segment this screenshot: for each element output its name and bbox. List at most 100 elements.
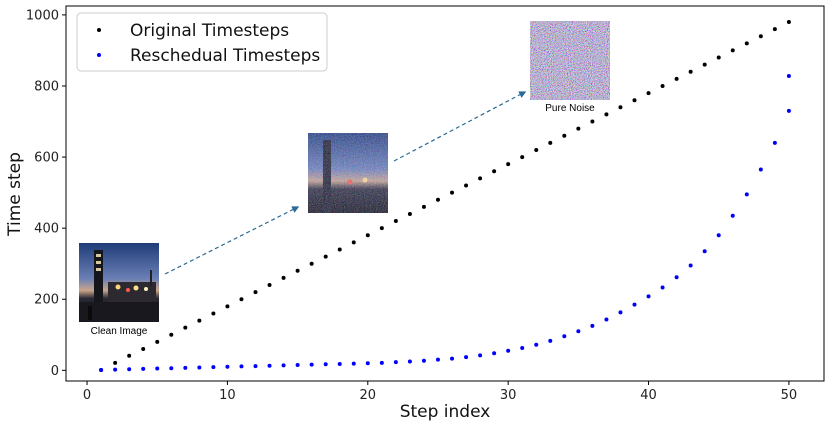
reschedual-timestep-point [646, 294, 651, 299]
pure-noise-image [530, 21, 610, 100]
original-timestep-point [169, 332, 174, 337]
legend-marker-original [97, 28, 101, 32]
reschedual-timestep-point [309, 362, 314, 367]
original-timestep-point [520, 155, 525, 160]
x-axis-ticks: 0 10 20 30 40 50 [83, 381, 797, 403]
original-timestep-point [225, 304, 230, 309]
original-timestep-point [393, 219, 398, 224]
original-timestep-point [576, 126, 581, 131]
reschedual-timestep-point [478, 353, 483, 358]
legend-label-reschedual: Reschedual Timesteps [130, 46, 320, 66]
reschedual-timestep-point [730, 213, 735, 218]
reschedual-timestep-point [351, 361, 356, 366]
reschedual-timestep-point [281, 363, 286, 368]
y-tick-label: 200 [34, 293, 59, 308]
x-tick-label: 10 [219, 388, 236, 403]
x-axis-label: Step index [400, 402, 491, 422]
reschedual-timestep-point [407, 359, 412, 364]
reschedual-timestep-point [604, 317, 609, 322]
original-timestep-point [309, 261, 314, 266]
y-axis-label: Time step [5, 152, 25, 237]
original-timestep-point [758, 34, 763, 39]
original-timestep-point [450, 190, 455, 195]
original-timestep-point [506, 162, 511, 167]
original-timestep-point [646, 91, 651, 96]
original-timestep-point [351, 240, 356, 245]
reschedual-timestep-point [450, 356, 455, 361]
original-timestep-point [744, 41, 749, 46]
original-timestep-point [590, 119, 595, 124]
x-tick-label: 20 [360, 388, 377, 403]
reschedual-timestep-point [295, 363, 300, 368]
reschedual-timestep-point [155, 366, 160, 371]
reschedual-timestep-point [113, 367, 118, 372]
reschedual-timestep-point [492, 351, 497, 356]
clean-image-caption: Clean Image [91, 326, 148, 337]
reschedual-timestep-point [674, 275, 679, 280]
pure-noise-caption: Pure Noise [545, 103, 595, 114]
original-timestep-point [281, 275, 286, 280]
original-timestep-point [772, 27, 777, 32]
original-timestep-point [295, 268, 300, 273]
original-timestep-point [239, 297, 244, 302]
legend-box [76, 12, 328, 72]
reschedual-timestep-point [548, 338, 553, 343]
reschedual-timestep-point [506, 348, 511, 353]
original-timestep-point [618, 105, 623, 110]
reschedual-timestep-point [758, 167, 763, 172]
original-timestep-point [183, 325, 188, 330]
original-timestep-point [786, 19, 791, 24]
original-timestep-point [435, 197, 440, 202]
original-timestep-point [478, 176, 483, 181]
y-axis-ticks: 0 200 400 600 800 1000 [26, 8, 66, 379]
x-tick-label: 0 [83, 388, 91, 403]
reschedual-timestep-point [365, 361, 370, 366]
reschedual-timestep-point [576, 329, 581, 334]
original-timestep-point [323, 254, 328, 259]
reschedual-timestep-point [534, 342, 539, 347]
reschedual-timestep-point [169, 366, 174, 371]
original-timestep-point [113, 360, 118, 365]
y-tick-label: 600 [34, 151, 59, 166]
original-timestep-point [492, 169, 497, 174]
original-timestep-point [421, 204, 426, 209]
y-tick-label: 1000 [26, 8, 59, 23]
original-timestep-point [702, 62, 707, 67]
reschedual-timestep-point [197, 365, 202, 370]
plot-frame [65, 5, 825, 382]
original-timestep-point [407, 211, 412, 216]
reschedual-timestep-point [225, 364, 230, 369]
reschedual-timestep-point [435, 357, 440, 362]
x-tick-label: 50 [781, 388, 798, 403]
original-timestep-point [337, 247, 342, 252]
y-tick-label: 400 [34, 222, 59, 237]
reschedual-timestep-point [744, 192, 749, 197]
original-timestep-point [464, 183, 469, 188]
original-timestep-point [253, 290, 258, 295]
reschedual-timestep-point [562, 334, 567, 339]
reschedual-timestep-point [660, 285, 665, 290]
arrow-noisy-to-noise [393, 91, 527, 162]
reschedual-timestep-point [267, 363, 272, 368]
original-timestep-point [141, 347, 146, 352]
original-timestep-point [548, 140, 553, 145]
original-timestep-point [127, 353, 132, 358]
reschedual-timestep-point [323, 362, 328, 367]
reschedual-timestep-point [688, 263, 693, 268]
reschedual-timestep-point [464, 355, 469, 360]
arrow-clean-to-noisy [164, 206, 300, 275]
original-timestep-point [674, 76, 679, 81]
reschedual-timestep-point [141, 366, 146, 371]
reschedual-timestep-point [127, 367, 132, 372]
original-timestep-point [267, 283, 272, 288]
original-timestep-point [197, 318, 202, 323]
original-timestep-point [379, 226, 384, 231]
reschedual-timestep-point [183, 365, 188, 370]
reschedual-timestep-point [786, 74, 791, 79]
x-tick-label: 30 [500, 388, 517, 403]
noisy-image [308, 133, 388, 213]
reschedual-timestep-point [239, 364, 244, 369]
reschedual-timestep-point [618, 310, 623, 315]
y-tick-label: 0 [51, 364, 59, 379]
